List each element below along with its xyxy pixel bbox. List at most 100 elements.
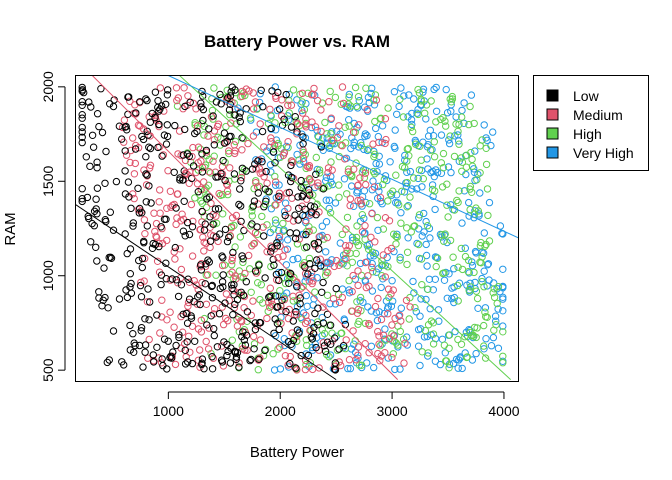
- data-point: [490, 293, 499, 302]
- data-point: [357, 361, 366, 369]
- data-point: [227, 88, 235, 96]
- data-point: [291, 211, 299, 219]
- data-point: [271, 172, 279, 181]
- data-point: [299, 109, 307, 117]
- data-point: [402, 296, 411, 305]
- data-point: [166, 187, 175, 196]
- data-point: [378, 122, 387, 130]
- data-point: [458, 364, 466, 373]
- data-point: [173, 96, 181, 105]
- data-point: [368, 287, 377, 295]
- data-point: [267, 168, 275, 176]
- data-point: [209, 220, 217, 228]
- data-point: [480, 267, 488, 275]
- data-point: [454, 198, 462, 207]
- data-point: [454, 335, 462, 344]
- data-point: [468, 261, 477, 270]
- data-point: [360, 230, 368, 238]
- data-point: [217, 100, 225, 108]
- data-point: [191, 194, 199, 202]
- data-point: [423, 262, 431, 270]
- data-point: [135, 256, 143, 265]
- data-point: [454, 263, 462, 271]
- data-point: [384, 104, 392, 112]
- data-point: [450, 265, 458, 273]
- data-point: [163, 91, 172, 99]
- data-point: [224, 317, 232, 325]
- data-point: [458, 219, 466, 227]
- x-axis: 1000 2000 3000 4000: [153, 391, 520, 419]
- data-point: [343, 246, 351, 255]
- data-point: [286, 269, 294, 277]
- data-point: [322, 248, 330, 256]
- data-point: [311, 288, 319, 296]
- data-point: [142, 198, 151, 206]
- data-point: [297, 284, 305, 292]
- data-point: [319, 303, 327, 311]
- data-point: [333, 134, 342, 142]
- data-point: [248, 212, 257, 220]
- data-point: [332, 256, 341, 265]
- data-point: [403, 168, 411, 177]
- data-point: [480, 283, 488, 291]
- data-point: [194, 188, 203, 196]
- data-point: [410, 95, 418, 103]
- data-point: [199, 116, 207, 125]
- data-point: [198, 163, 207, 172]
- data-point: [126, 245, 135, 253]
- data-point: [145, 143, 153, 151]
- data-point: [302, 291, 310, 300]
- data-point: [238, 146, 246, 154]
- data-point: [124, 178, 133, 186]
- data-point: [291, 113, 299, 121]
- data-point: [221, 176, 229, 185]
- data-point: [408, 120, 416, 129]
- data-point: [384, 246, 392, 255]
- data-point: [392, 240, 400, 248]
- data-point: [465, 198, 473, 207]
- data-point: [323, 310, 332, 318]
- data-point: [138, 263, 147, 272]
- data-point: [316, 139, 324, 148]
- data-point: [143, 298, 152, 306]
- data-point: [201, 280, 210, 288]
- data-point: [374, 294, 382, 303]
- data-point: [198, 359, 206, 367]
- data-point: [406, 303, 414, 311]
- data-point: [409, 277, 417, 286]
- data-point: [100, 264, 108, 272]
- data-point: [267, 134, 275, 142]
- data-point: [371, 150, 379, 159]
- data-point: [175, 333, 183, 342]
- data-point: [337, 141, 345, 149]
- data-point: [237, 173, 246, 182]
- data-point: [209, 157, 217, 165]
- data-point: [361, 222, 369, 230]
- data-point: [460, 119, 468, 128]
- data-point: [302, 360, 310, 369]
- data-point: [246, 356, 254, 365]
- data-point: [159, 151, 168, 159]
- data-point: [396, 95, 404, 104]
- data-point: [106, 253, 115, 261]
- data-point: [249, 132, 258, 140]
- data-point: [449, 253, 457, 261]
- data-point: [206, 213, 214, 221]
- data-point: [321, 118, 329, 127]
- data-point: [387, 302, 396, 310]
- data-point: [368, 263, 376, 272]
- data-point: [155, 120, 163, 129]
- data-point: [418, 183, 426, 191]
- data-point: [392, 171, 400, 179]
- data-point: [296, 294, 304, 302]
- data-point: [455, 140, 463, 148]
- data-point: [287, 101, 296, 109]
- data-point: [243, 346, 251, 354]
- data-point: [367, 89, 375, 98]
- data-point: [292, 364, 300, 372]
- data-point: [292, 311, 301, 319]
- data-point: [236, 109, 244, 117]
- data-point: [285, 279, 293, 287]
- data-point: [189, 143, 197, 152]
- data-point: [399, 113, 408, 121]
